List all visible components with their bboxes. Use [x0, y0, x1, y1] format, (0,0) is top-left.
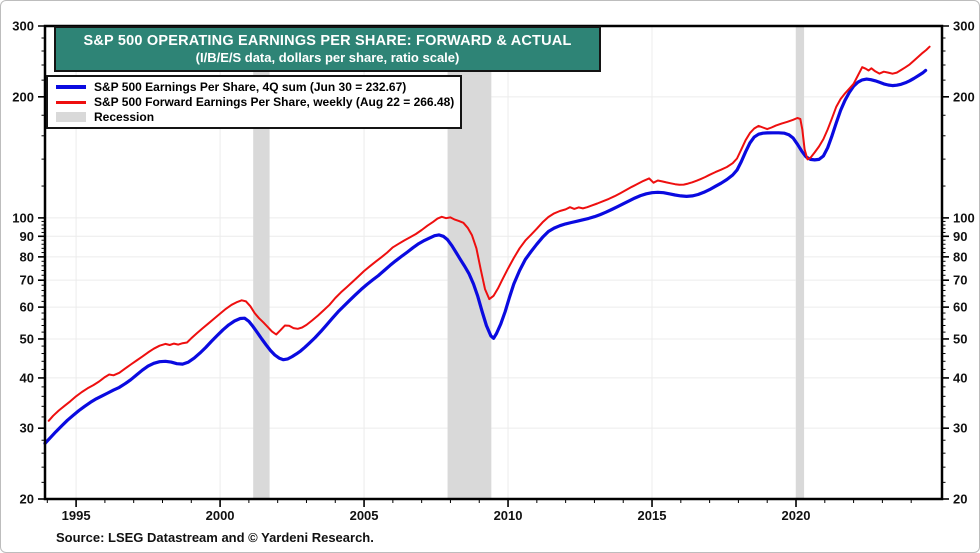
chart-subtitle: (I/B/E/S data, dollars per share, ratio …: [195, 49, 460, 65]
svg-text:70: 70: [20, 273, 34, 288]
svg-text:2015: 2015: [638, 508, 667, 523]
svg-text:50: 50: [953, 331, 967, 346]
svg-text:80: 80: [953, 249, 967, 264]
svg-text:100: 100: [953, 210, 975, 225]
legend-item-actual-eps: S&P 500 Earnings Per Share, 4Q sum (Jun …: [50, 80, 454, 94]
svg-text:300: 300: [953, 19, 975, 34]
svg-text:2020: 2020: [782, 508, 811, 523]
svg-text:70: 70: [953, 273, 967, 288]
legend-item-recession: Recession: [50, 110, 454, 124]
legend-label-forward-eps: S&P 500 Forward Earnings Per Share, week…: [94, 95, 455, 109]
svg-text:40: 40: [20, 370, 34, 385]
svg-text:90: 90: [953, 229, 967, 244]
legend-item-forward-eps: S&P 500 Forward Earnings Per Share, week…: [50, 95, 454, 109]
svg-text:100: 100: [12, 210, 34, 225]
legend: S&P 500 Earnings Per Share, 4Q sum (Jun …: [46, 75, 462, 129]
blue-line-swatch-icon: [56, 85, 86, 89]
svg-text:2010: 2010: [494, 508, 523, 523]
svg-text:30: 30: [20, 421, 34, 436]
svg-text:40: 40: [953, 370, 967, 385]
svg-text:50: 50: [20, 331, 34, 346]
svg-text:1995: 1995: [62, 508, 91, 523]
source-attribution: Source: LSEG Datastream and © Yardeni Re…: [56, 530, 374, 545]
svg-text:90: 90: [20, 229, 34, 244]
svg-text:80: 80: [20, 249, 34, 264]
chart-title-box: S&P 500 OPERATING EARNINGS PER SHARE: FO…: [54, 26, 601, 72]
red-line-swatch-icon: [56, 100, 86, 104]
svg-text:20: 20: [20, 492, 34, 507]
chart-title: S&P 500 OPERATING EARNINGS PER SHARE: FO…: [83, 32, 572, 49]
svg-text:60: 60: [953, 300, 967, 315]
svg-text:20: 20: [953, 492, 967, 507]
svg-text:2000: 2000: [206, 508, 235, 523]
svg-text:200: 200: [953, 89, 975, 104]
recession-band-swatch-icon: [56, 112, 86, 122]
svg-text:300: 300: [12, 19, 34, 34]
legend-label-recession: Recession: [94, 110, 155, 124]
svg-text:2005: 2005: [350, 508, 379, 523]
svg-text:30: 30: [953, 421, 967, 436]
svg-text:60: 60: [20, 300, 34, 315]
legend-label-actual-eps: S&P 500 Earnings Per Share, 4Q sum (Jun …: [94, 80, 407, 94]
svg-text:200: 200: [12, 89, 34, 104]
